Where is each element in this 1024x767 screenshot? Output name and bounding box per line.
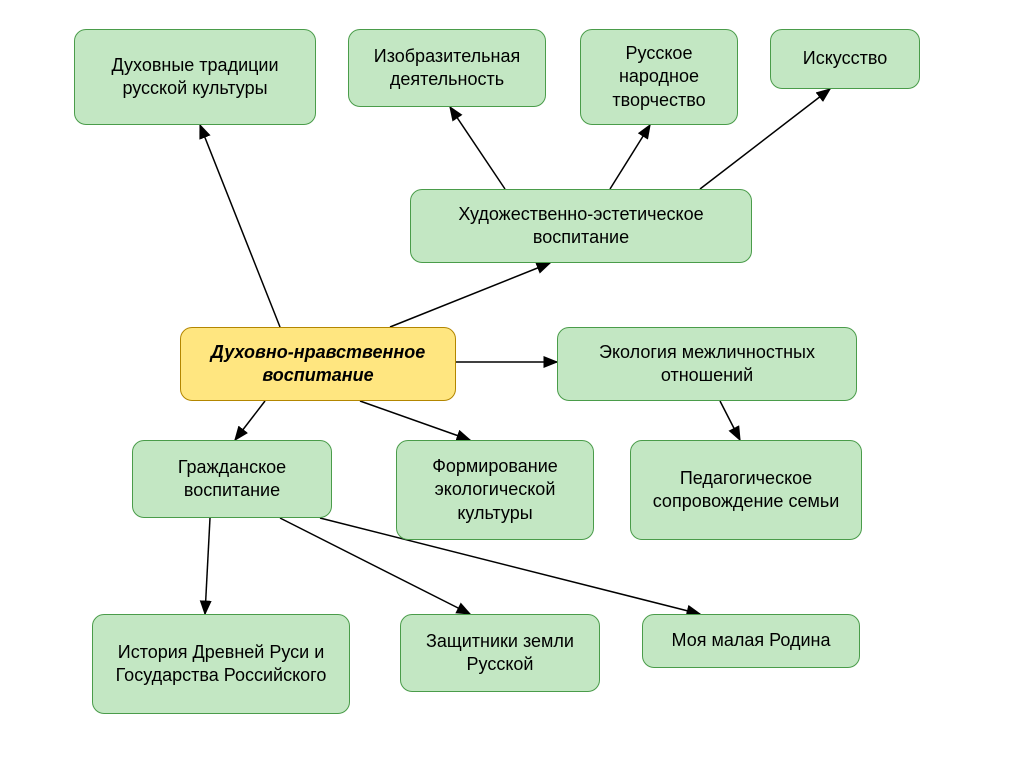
node-visual-art: Изобразительная деятельность [348, 29, 546, 107]
node-label: Экология межличностных отношений [572, 341, 842, 388]
node-label: Духовные традиции русской культуры [89, 54, 301, 101]
node-label: Русское народное творчество [595, 42, 723, 112]
node-folk-art: Русское народное творчество [580, 29, 738, 125]
node-label: История Древней Руси и Государства Росси… [107, 641, 335, 688]
edge-center-to-eco-culture [360, 401, 470, 440]
node-label: Педагогическое сопровождение семьи [645, 467, 847, 514]
node-label: Изобразительная деятельность [363, 45, 531, 92]
node-spirit-traditions: Духовные традиции русской культуры [74, 29, 316, 125]
edge-ecology-relations-to-family [720, 401, 740, 440]
node-label: Гражданское воспитание [147, 456, 317, 503]
edge-civic-to-history [205, 518, 210, 614]
node-label: Художественно-эстетическое воспитание [425, 203, 737, 250]
node-label: Моя малая Родина [672, 629, 831, 652]
node-label: Защитники земли Русской [415, 630, 585, 677]
node-defenders: Защитники земли Русской [400, 614, 600, 692]
node-ecology-relations: Экология межличностных отношений [557, 327, 857, 401]
node-eco-culture: Формирование экологической культуры [396, 440, 594, 540]
node-family: Педагогическое сопровождение семьи [630, 440, 862, 540]
edge-center-to-spirit-traditions [200, 125, 280, 327]
node-history: История Древней Руси и Государства Росси… [92, 614, 350, 714]
node-aesthetic: Художественно-эстетическое воспитание [410, 189, 752, 263]
node-center: Духовно-нравственное воспитание [180, 327, 456, 401]
edge-aesthetic-to-folk-art [610, 125, 650, 189]
edge-center-to-civic [235, 401, 265, 440]
node-civic: Гражданское воспитание [132, 440, 332, 518]
node-homeland: Моя малая Родина [642, 614, 860, 668]
node-art: Искусство [770, 29, 920, 89]
edge-aesthetic-to-visual-art [450, 107, 505, 189]
node-label: Искусство [803, 47, 887, 70]
node-label: Духовно-нравственное воспитание [195, 341, 441, 388]
node-label: Формирование экологической культуры [411, 455, 579, 525]
edge-center-to-aesthetic [390, 263, 550, 327]
